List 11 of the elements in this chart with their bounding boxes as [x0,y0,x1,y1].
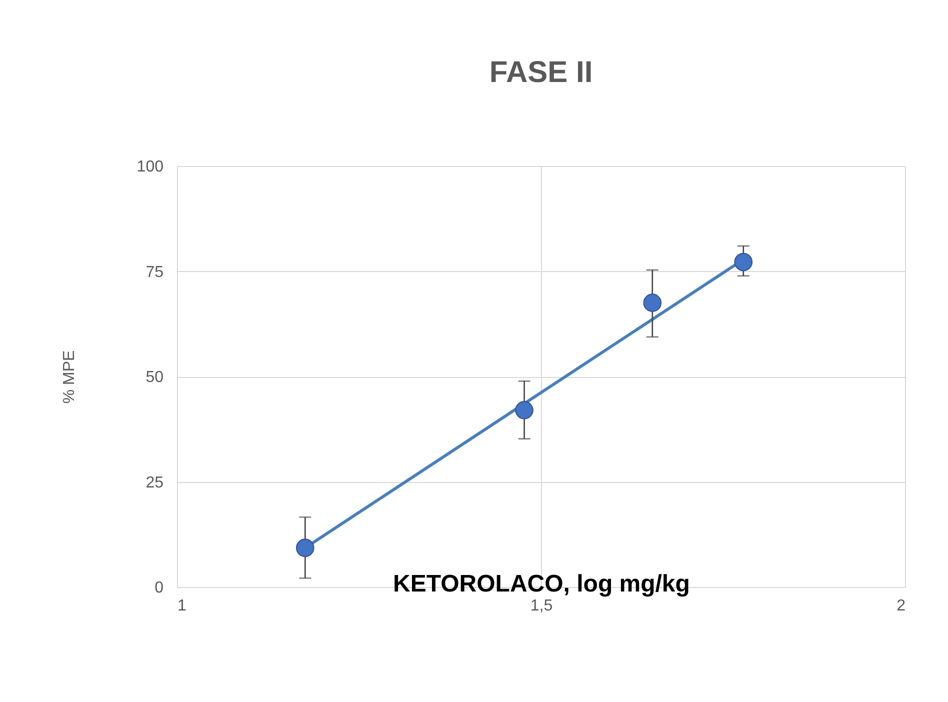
y-tick-label: 100 [136,158,164,176]
y-axis-title: % MPE [60,350,78,404]
x-tick-label: 2 [896,598,906,614]
y-tick-label: 25 [146,474,164,492]
x-tick-label: 1 [178,598,186,614]
y-tick-label: 50 [146,369,164,386]
y-tick-label: 75 [146,264,164,281]
y-tick-label: 0 [154,580,164,596]
x-axis-title: KETOROLACO, log mg/kg [393,570,690,598]
chart-title: FASE II [489,56,593,89]
x-tick-label: 1,5 [530,598,553,614]
